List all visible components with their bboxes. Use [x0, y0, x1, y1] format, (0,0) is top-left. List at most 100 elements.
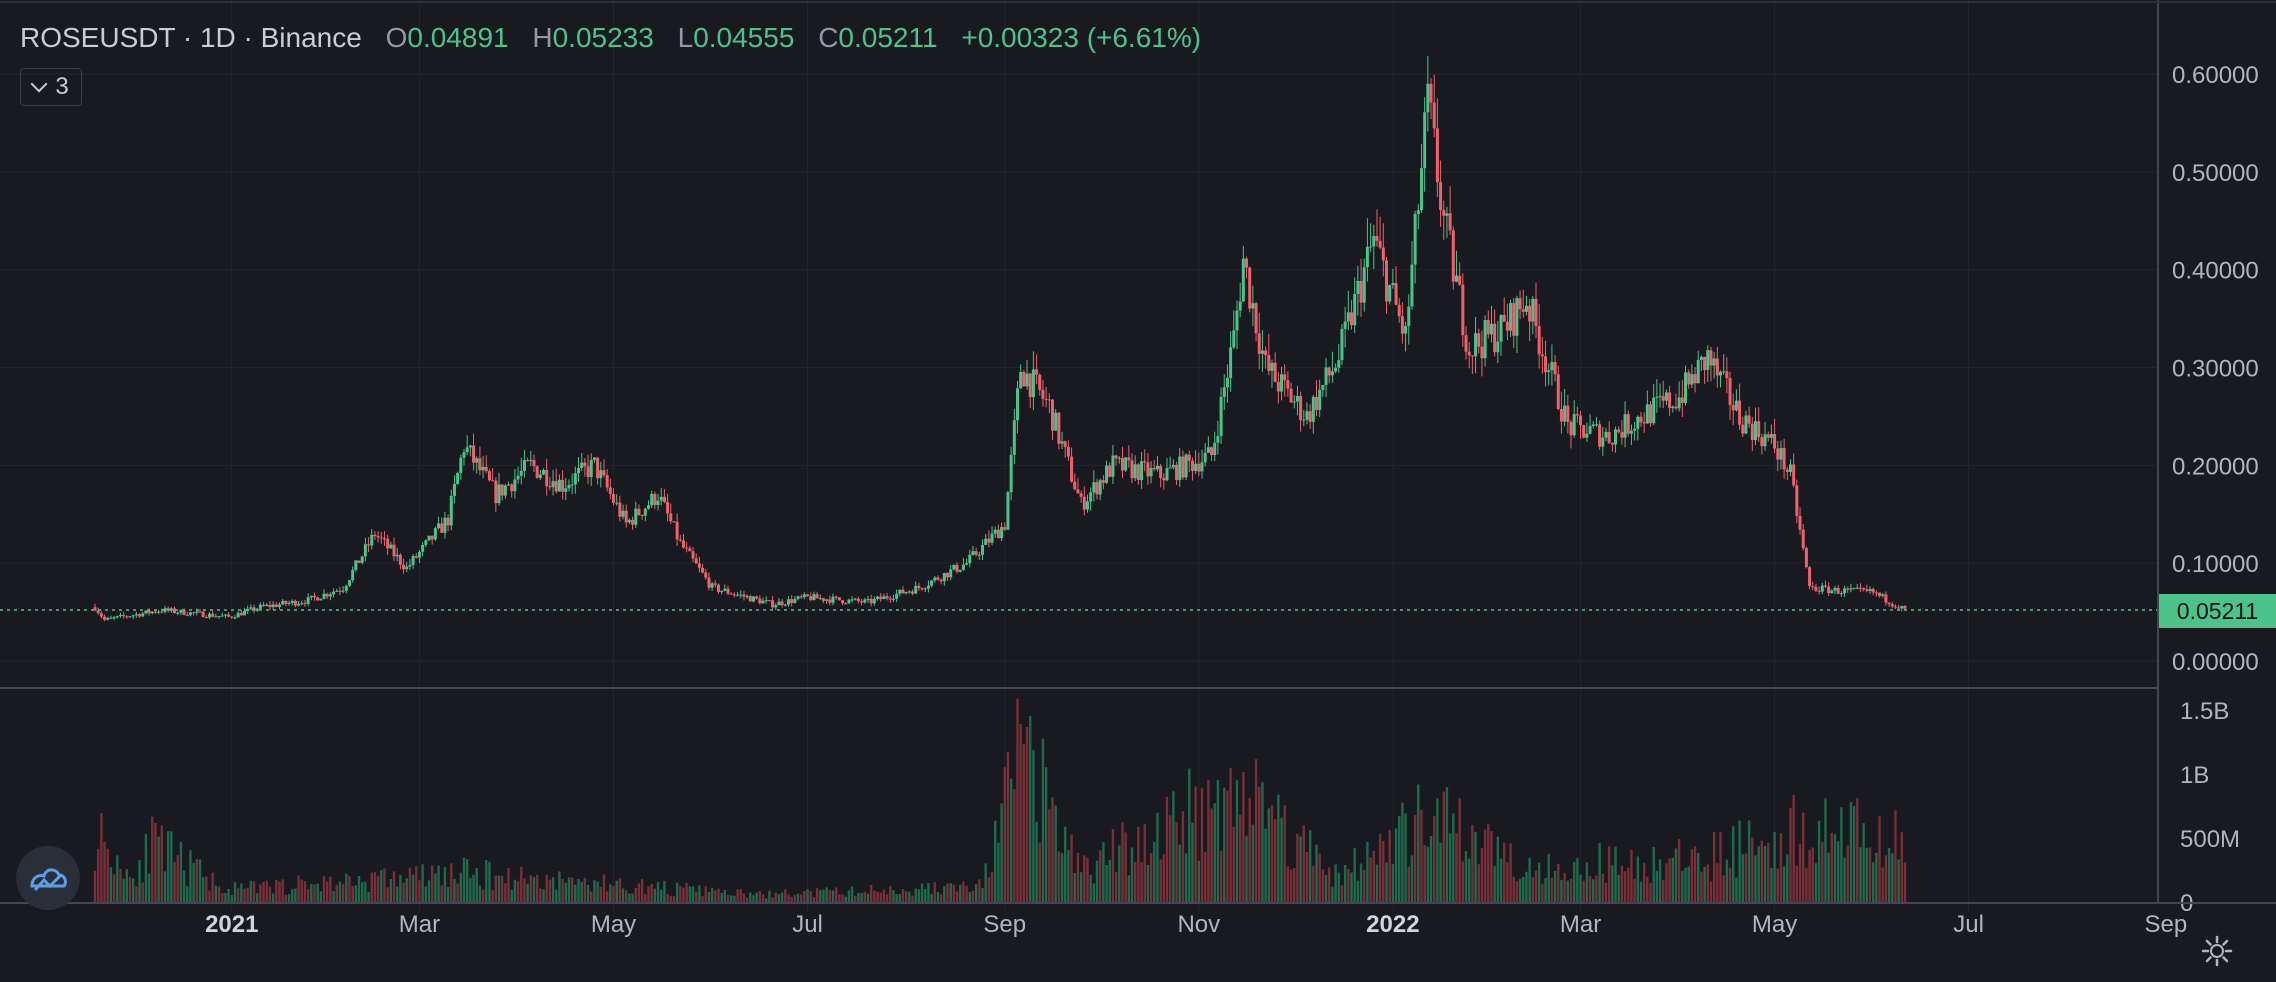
volume-bar [249, 880, 253, 902]
volume-bar [297, 875, 300, 902]
time-tick-label: 2021 [205, 911, 258, 938]
volume-bar [1786, 854, 1789, 902]
candle-body [1251, 303, 1255, 309]
candle-body [1000, 527, 1004, 539]
candle-body [236, 612, 240, 618]
volume-bar [580, 882, 583, 902]
candle-body [895, 593, 899, 599]
volume-bar [590, 891, 593, 902]
candle-body [507, 484, 511, 486]
candle-body [338, 590, 342, 592]
candle-body [1190, 460, 1194, 471]
candle-body [367, 544, 371, 546]
volume-bar [182, 870, 186, 902]
volume-bar [771, 897, 774, 902]
volume-bar [1811, 847, 1814, 902]
candle-body [1149, 468, 1153, 477]
candle-body [1623, 414, 1627, 438]
candle-body [1028, 373, 1032, 398]
price-tick-label: 0.00000 [2172, 649, 2259, 676]
volume-bar [1468, 858, 1471, 902]
candle-body [287, 602, 291, 604]
volume-bar [1223, 787, 1226, 902]
volume-bar [233, 882, 237, 902]
candle-body [1741, 424, 1745, 434]
volume-bar [1273, 819, 1277, 902]
volume-bar [1219, 850, 1223, 902]
volume-bar [1747, 820, 1751, 902]
volume-bar [822, 889, 825, 902]
volume-bar [1728, 867, 1732, 902]
last-price-badge: 0.05211 [2159, 594, 2276, 628]
volume-bar [1321, 869, 1325, 902]
volume-bar [268, 886, 272, 902]
candle-body [872, 598, 876, 604]
volume-bar [1579, 874, 1582, 902]
volume-bar [1871, 862, 1875, 902]
volume-bar [1461, 861, 1465, 902]
volume-bar [1353, 847, 1356, 902]
candle-body [1273, 362, 1277, 382]
volume-bar [939, 894, 943, 902]
candle-body [182, 609, 186, 615]
candle-body [131, 615, 135, 617]
candle-body [211, 613, 215, 617]
symbol-title[interactable]: ROSEUSDT · 1D · Binance [20, 22, 362, 53]
volume-bar [1038, 842, 1041, 902]
volume-bar [1130, 847, 1134, 902]
volume-bar [1703, 866, 1706, 902]
candle-body [841, 600, 845, 604]
volume-bar [1264, 828, 1267, 902]
candle-body [169, 608, 173, 611]
candle-body [742, 594, 746, 597]
volume-bar [329, 876, 332, 902]
volume-bar [825, 887, 828, 902]
gear-icon[interactable] [2200, 934, 2234, 973]
candle-body [1773, 434, 1777, 449]
candle-body [879, 596, 883, 600]
volume-bar [262, 881, 265, 902]
candle-body [150, 611, 154, 614]
candle-body [1343, 321, 1347, 329]
candle-body [726, 588, 730, 594]
candle-body [688, 548, 692, 552]
candle-body [990, 533, 994, 543]
candle-body [828, 599, 832, 603]
candle-body [907, 591, 911, 593]
candle-body [1060, 441, 1064, 444]
candle-body [1324, 367, 1328, 385]
volume-bar [1168, 815, 1172, 902]
volume-bar [1735, 877, 1738, 902]
candle-body [1066, 446, 1070, 457]
candle-body [1833, 587, 1837, 591]
candle-body [707, 577, 711, 588]
candle-body [398, 554, 402, 565]
volume-bar [1493, 866, 1496, 902]
volume-bar [1770, 867, 1773, 902]
volume-bar [666, 894, 669, 902]
candle-body [1699, 356, 1703, 361]
tradingview-logo-icon[interactable] [16, 846, 80, 910]
candle-body [1419, 168, 1423, 211]
volume-bar [997, 842, 1000, 902]
candle-body [933, 577, 937, 581]
candle-body [659, 496, 663, 501]
volume-bar [179, 841, 183, 902]
candle-body [491, 480, 495, 482]
volume-bar [520, 866, 523, 902]
volume-bar [1363, 869, 1366, 902]
candle-body [631, 519, 635, 525]
indicators-toggle-button[interactable]: 3 [20, 68, 82, 106]
candle-body [755, 596, 759, 599]
volume-bar [1238, 814, 1242, 902]
candle-body [942, 572, 946, 582]
volume-bar [605, 891, 609, 902]
volume-bar [1751, 837, 1754, 902]
candle-body [1598, 424, 1602, 447]
volume-bar [1537, 862, 1541, 902]
candle-body [904, 592, 908, 594]
volume-bar [338, 881, 342, 902]
candle-body [262, 604, 266, 606]
candle-body [1671, 406, 1675, 409]
